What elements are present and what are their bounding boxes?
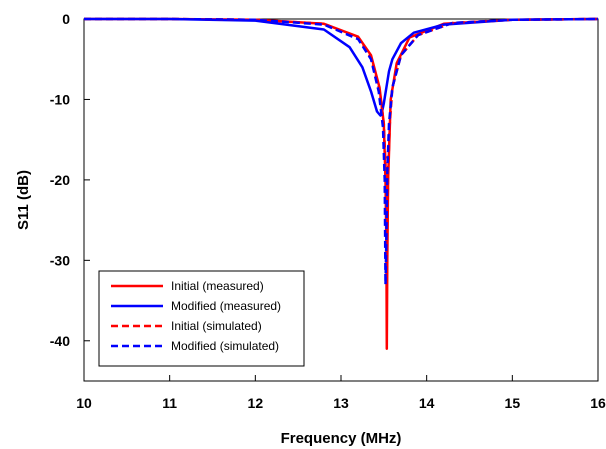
y-tick-label: -10	[50, 91, 70, 107]
x-axis-title: Frequency (MHz)	[281, 430, 402, 447]
y-tick-label: -20	[50, 172, 70, 188]
series-line-2	[84, 17, 599, 117]
legend-label: Initial (simulated)	[171, 319, 262, 333]
series-lines	[84, 17, 599, 351]
y-axis-title: S11 (dB)	[15, 170, 32, 230]
x-tick-label: 15	[505, 395, 521, 411]
x-tick-label: 14	[419, 395, 435, 411]
legend: Initial (measured) Modified (measured) Ini…	[98, 270, 305, 367]
y-tick-label: -30	[50, 252, 70, 268]
x-tick-label: 10	[76, 395, 92, 411]
x-tick-label: 16	[590, 395, 606, 411]
legend-label: Modified (simulated)	[171, 339, 279, 353]
y-tick-label: 0	[62, 11, 70, 27]
x-tick-label: 13	[333, 395, 349, 411]
x-axis: 10 11 12 13 14 15 16	[76, 375, 606, 411]
series-line-4	[84, 17, 599, 286]
x-tick-label: 12	[248, 395, 264, 411]
legend-label: Modified (measured)	[171, 299, 281, 313]
y-axis: 0 -10 -20 -30 -40	[50, 11, 90, 349]
series-line-3	[84, 17, 599, 230]
y-tick-label: -40	[50, 333, 70, 349]
legend-label: Initial (measured)	[171, 279, 264, 293]
x-tick-label: 11	[162, 395, 177, 411]
